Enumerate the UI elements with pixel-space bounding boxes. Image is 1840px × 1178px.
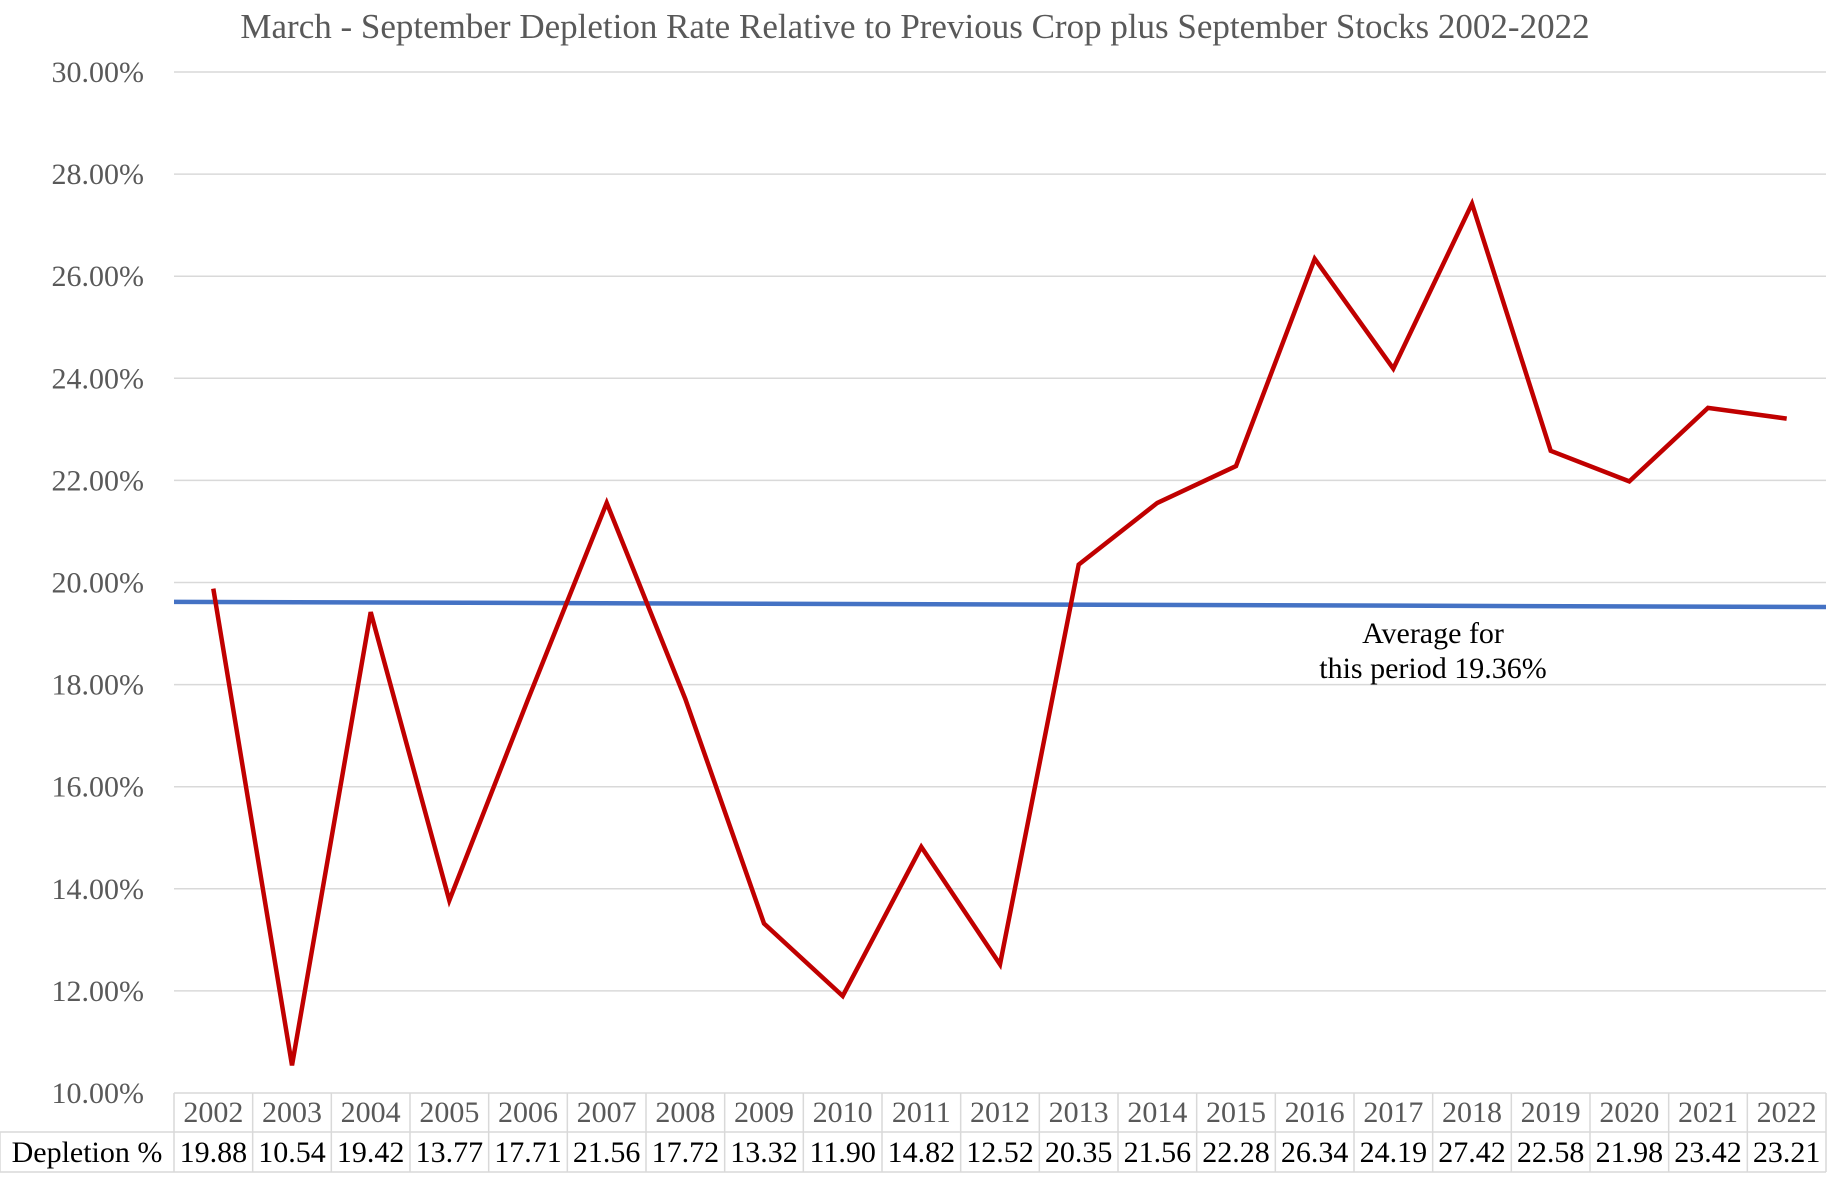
average-line	[173, 599, 1827, 610]
x-category-label-2010: 2010	[813, 1096, 873, 1129]
table-value-2022: 23.21	[1753, 1136, 1821, 1169]
table-value-2020: 21.98	[1596, 1136, 1664, 1169]
x-category-label-2014: 2014	[1127, 1096, 1187, 1129]
table-value-2002: 19.88	[180, 1136, 248, 1169]
table-value-2006: 17.71	[494, 1136, 562, 1169]
x-category-label-2002: 2002	[183, 1096, 243, 1129]
y-tick-label-20: 20.00%	[52, 567, 145, 600]
table-value-2015: 22.28	[1202, 1136, 1270, 1169]
table-value-2018: 27.42	[1438, 1136, 1506, 1169]
table-value-2008: 17.72	[652, 1136, 720, 1169]
x-category-label-2022: 2022	[1757, 1096, 1817, 1129]
table-value-2003: 10.54	[258, 1136, 326, 1169]
y-tick-label-26: 26.00%	[52, 260, 145, 293]
x-category-label-2012: 2012	[970, 1096, 1030, 1129]
average-annotation: Average for this period 19.36%	[1319, 617, 1546, 685]
y-tick-label-10: 10.00%	[52, 1077, 145, 1110]
x-category-label-2016: 2016	[1285, 1096, 1345, 1129]
average-annotation-line1: Average for	[1362, 617, 1504, 650]
table-value-2013: 20.35	[1045, 1136, 1113, 1169]
y-tick-label-12: 12.00%	[52, 975, 145, 1008]
x-category-label-2013: 2013	[1049, 1096, 1109, 1129]
table-value-2016: 26.34	[1281, 1136, 1349, 1169]
table-value-2014: 21.56	[1124, 1136, 1192, 1169]
x-category-label-2005: 2005	[419, 1096, 479, 1129]
table-series-name: Depletion %	[12, 1136, 163, 1169]
table-value-2021: 23.42	[1674, 1136, 1742, 1169]
table-value-2012: 12.52	[966, 1136, 1034, 1169]
table-value-2009: 13.32	[730, 1136, 798, 1169]
y-tick-label-30: 30.00%	[52, 56, 145, 89]
x-category-label-2009: 2009	[734, 1096, 794, 1129]
y-axis-tick-labels: 10.00% 12.00% 14.00% 16.00% 18.00% 20.00% 22.0…	[52, 56, 145, 1110]
x-category-label-2017: 2017	[1363, 1096, 1423, 1129]
average-annotation-line2: this period 19.36%	[1319, 652, 1546, 685]
x-category-label-2019: 2019	[1521, 1096, 1581, 1129]
table-value-2017: 24.19	[1360, 1136, 1428, 1169]
table-value-2005: 13.77	[416, 1136, 484, 1169]
y-tick-label-24: 24.00%	[52, 362, 145, 395]
x-category-label-2006: 2006	[498, 1096, 558, 1129]
x-category-label-2004: 2004	[341, 1096, 401, 1129]
x-category-label-2020: 2020	[1599, 1096, 1659, 1129]
y-tick-label-28: 28.00%	[52, 158, 145, 191]
chart-title: March - September Depletion Rate Relativ…	[240, 7, 1589, 46]
x-category-label-2007: 2007	[577, 1096, 637, 1129]
x-category-label-2021: 2021	[1678, 1096, 1738, 1129]
table-value-2004: 19.42	[337, 1136, 405, 1169]
table-value-2007: 21.56	[573, 1136, 641, 1169]
x-category-label-2018: 2018	[1442, 1096, 1502, 1129]
x-category-label-2015: 2015	[1206, 1096, 1266, 1129]
series-line-depletion	[211, 197, 1788, 1066]
table-value-2010: 11.90	[809, 1136, 875, 1169]
x-category-label-2008: 2008	[655, 1096, 715, 1129]
y-tick-label-22: 22.00%	[52, 464, 145, 497]
x-category-label-2003: 2003	[262, 1096, 322, 1129]
table-value-2019: 22.58	[1517, 1136, 1585, 1169]
y-tick-label-18: 18.00%	[52, 669, 145, 702]
series-layer	[211, 197, 1788, 1066]
x-category-label-2011: 2011	[892, 1096, 951, 1129]
gridlines	[174, 71, 1826, 992]
data-table: 2002 2003 2004 2005 2006 2007 2008 2009 2010 2011…	[0, 1092, 1827, 1173]
y-tick-label-14: 14.00%	[52, 873, 145, 906]
table-value-2011: 14.82	[888, 1136, 956, 1169]
average-line-group	[173, 599, 1827, 610]
y-tick-label-16: 16.00%	[52, 771, 145, 804]
